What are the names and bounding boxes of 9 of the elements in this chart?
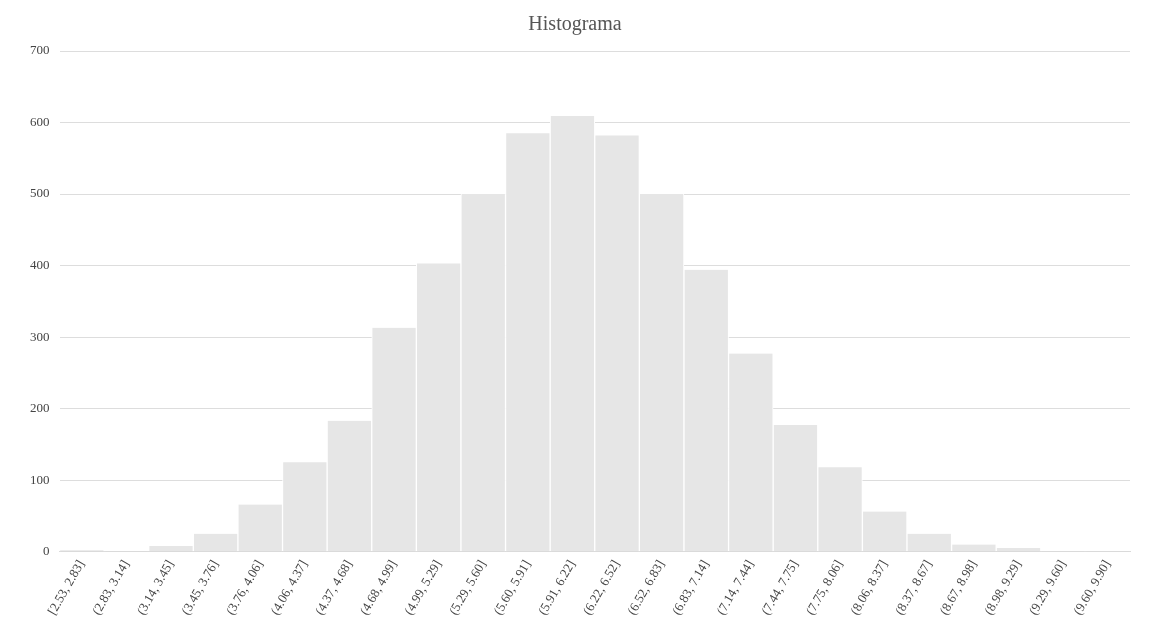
y-tick-label: 400: [30, 256, 50, 272]
y-tick-label: 0: [43, 543, 50, 559]
y-tick-label: 100: [30, 471, 50, 487]
chart-title: Histograma: [528, 12, 622, 36]
y-tick-label: 300: [30, 328, 50, 344]
y-tick-label: 600: [30, 113, 50, 129]
y-tick-label: 700: [30, 42, 50, 58]
y-tick-label: 200: [30, 400, 50, 416]
y-tick-label: 500: [30, 185, 50, 201]
